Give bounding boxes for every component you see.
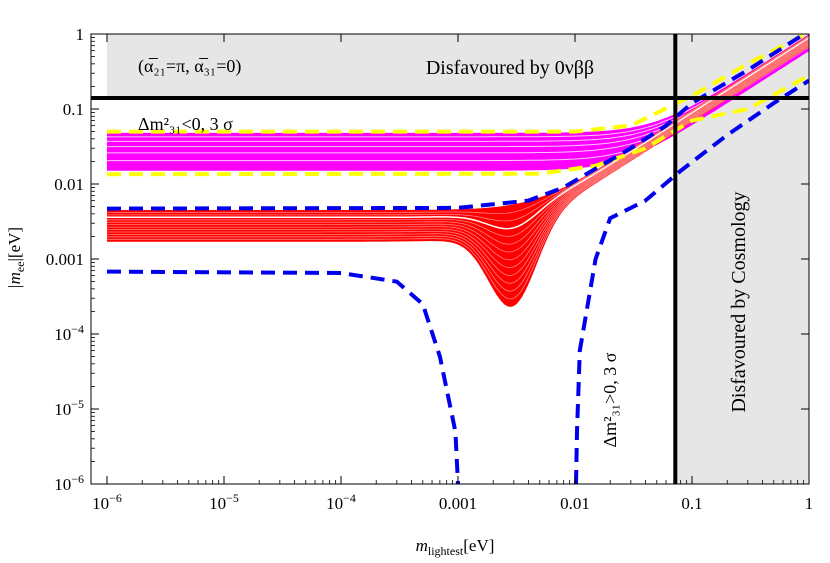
x-tick-label: 1 xyxy=(805,494,814,513)
normal-hierarchy-band xyxy=(107,34,809,307)
normal-band-contour xyxy=(107,41,809,261)
y-tick-label: 0.001 xyxy=(46,250,84,269)
x-tick-label: 0.001 xyxy=(439,494,477,513)
x-axis-title: mlightest[eV] xyxy=(416,536,495,558)
y-axis-title: |mee|[eV] xyxy=(5,227,27,289)
x-tick-label: 10−6 xyxy=(92,491,122,513)
normal-band-contour xyxy=(107,38,809,237)
x-tick-label: 10−5 xyxy=(209,491,239,513)
dashed-bound-line-1 xyxy=(106,73,809,177)
normal-band-contour xyxy=(107,35,809,214)
inverted-band-contour xyxy=(107,36,809,138)
y-tick-label: 10−6 xyxy=(54,472,84,494)
normal-band-contour xyxy=(107,36,809,222)
y-tick-label: 1 xyxy=(76,25,85,44)
dashed-bound-line-2 xyxy=(106,34,808,211)
phase-annotation: (α̅₂₁=π, α̅₃₁=0) xyxy=(138,56,241,77)
y-tick-label: 0.1 xyxy=(63,100,84,119)
x-tick-label: 10−4 xyxy=(326,491,356,513)
disfavoured-cosmology-label: Disfavoured by Cosmology xyxy=(728,191,750,412)
normal-band-contour xyxy=(107,42,809,276)
normal-band-contour xyxy=(107,39,809,245)
normal-band-contour xyxy=(107,40,809,253)
inverted-hierarchy-label: Δm²₃₁<0, 3 σ xyxy=(138,114,233,134)
y-tick-label: 10−5 xyxy=(54,397,84,419)
normal-band-contour xyxy=(107,41,809,269)
x-tick-label: 0.1 xyxy=(681,494,702,513)
x-tick-label: 0.01 xyxy=(560,494,590,513)
dashed-bound-line-0 xyxy=(107,34,809,134)
normal-band-contour xyxy=(107,36,809,230)
y-tick-label: 10−4 xyxy=(54,322,84,344)
dashed-bound-line-4 xyxy=(574,78,809,484)
y-tick-label: 0.01 xyxy=(54,175,84,194)
disfavoured-0vbb-label: Disfavoured by 0νββ xyxy=(426,57,594,79)
normal-hierarchy-label: Δm²₃₁>0, 3 σ xyxy=(600,352,620,447)
dashed-bound-line-3 xyxy=(106,269,460,484)
